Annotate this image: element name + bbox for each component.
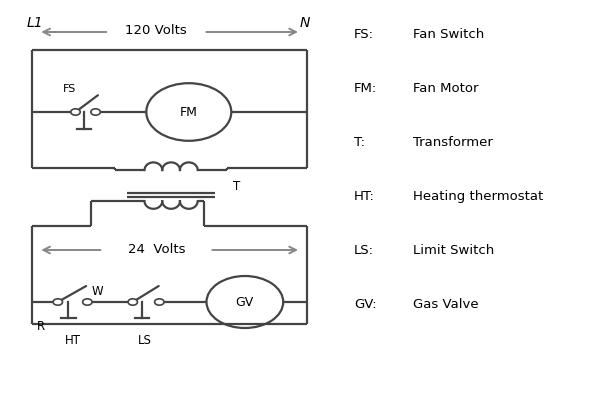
Text: L1: L1 [27,16,43,30]
Text: Limit Switch: Limit Switch [413,244,494,257]
Text: T:: T: [354,136,365,149]
Text: T: T [233,180,240,192]
Text: FS: FS [63,84,76,94]
Text: Fan Switch: Fan Switch [413,28,484,41]
Circle shape [155,299,164,305]
Text: W: W [91,285,103,298]
Circle shape [53,299,63,305]
Text: 24  Volts: 24 Volts [127,243,185,256]
Text: FS:: FS: [354,28,374,41]
Text: LS: LS [137,334,152,347]
Text: Gas Valve: Gas Valve [413,298,478,311]
Text: N: N [299,16,310,30]
Circle shape [71,109,80,115]
Text: Fan Motor: Fan Motor [413,82,478,95]
Text: GV:: GV: [354,298,376,311]
Text: GV: GV [236,296,254,308]
Text: HT:: HT: [354,190,375,203]
Text: LS:: LS: [354,244,374,257]
Text: Heating thermostat: Heating thermostat [413,190,543,203]
Text: 120 Volts: 120 Volts [126,24,187,37]
Text: R: R [37,320,45,333]
Text: FM:: FM: [354,82,377,95]
Text: FM: FM [180,106,198,118]
Circle shape [128,299,137,305]
Circle shape [83,299,92,305]
Circle shape [91,109,100,115]
Text: HT: HT [64,334,81,347]
Text: Transformer: Transformer [413,136,493,149]
